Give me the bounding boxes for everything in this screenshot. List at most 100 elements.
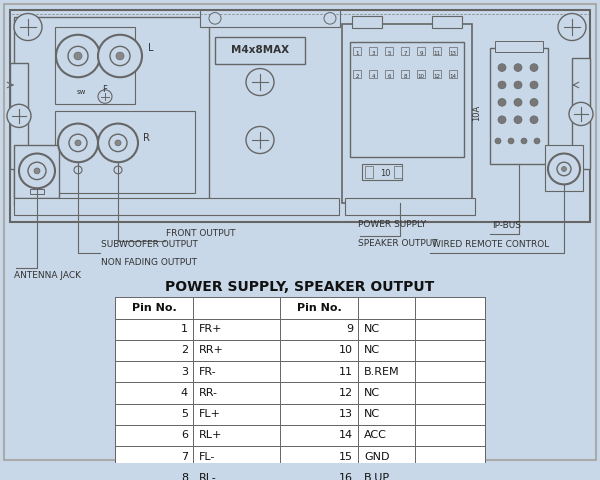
- Circle shape: [58, 123, 98, 162]
- Bar: [14, 198, 339, 216]
- Bar: [353, 71, 361, 78]
- Text: 15: 15: [339, 452, 353, 462]
- Text: 4: 4: [371, 74, 375, 79]
- Circle shape: [530, 64, 538, 72]
- Text: Pin No.: Pin No.: [296, 303, 341, 313]
- Text: 5: 5: [181, 409, 188, 419]
- Bar: [394, 166, 402, 178]
- Text: F: F: [103, 85, 107, 94]
- Circle shape: [495, 138, 501, 144]
- Circle shape: [74, 166, 82, 174]
- Text: FRONT OUTPUT: FRONT OUTPUT: [166, 228, 235, 238]
- Bar: [115, 446, 485, 468]
- Bar: [417, 48, 425, 55]
- Text: L: L: [148, 43, 154, 53]
- Bar: [353, 48, 361, 55]
- Bar: [490, 48, 548, 164]
- Bar: [10, 10, 590, 222]
- Text: RR+: RR+: [199, 346, 224, 356]
- Circle shape: [110, 47, 130, 66]
- Circle shape: [514, 64, 522, 72]
- Circle shape: [530, 81, 538, 89]
- Circle shape: [530, 98, 538, 106]
- Text: NON FADING OUTPUT: NON FADING OUTPUT: [101, 258, 197, 267]
- Bar: [385, 71, 393, 78]
- Circle shape: [514, 98, 522, 106]
- Circle shape: [75, 140, 81, 146]
- Bar: [115, 298, 485, 319]
- Bar: [115, 425, 485, 446]
- Text: 13: 13: [449, 50, 457, 56]
- Circle shape: [521, 138, 527, 144]
- Bar: [369, 71, 377, 78]
- Text: FR+: FR+: [199, 324, 223, 334]
- Bar: [449, 48, 457, 55]
- Circle shape: [109, 134, 127, 152]
- Bar: [432, 16, 462, 28]
- Bar: [362, 164, 402, 180]
- Circle shape: [7, 104, 31, 128]
- Text: POWER SUPPLY, SPEAKER OUTPUT: POWER SUPPLY, SPEAKER OUTPUT: [166, 280, 434, 294]
- Circle shape: [569, 102, 593, 125]
- Text: ANTENNA JACK: ANTENNA JACK: [14, 271, 81, 280]
- Text: 4: 4: [181, 388, 188, 398]
- Bar: [365, 166, 373, 178]
- Text: 12: 12: [339, 388, 353, 398]
- Circle shape: [558, 13, 586, 40]
- Text: NC: NC: [364, 324, 380, 334]
- Bar: [10, 63, 28, 169]
- Circle shape: [19, 154, 55, 188]
- Text: IP-BUS: IP-BUS: [492, 221, 521, 230]
- Circle shape: [98, 35, 142, 77]
- Bar: [369, 48, 377, 55]
- Text: 13: 13: [339, 409, 353, 419]
- Text: RL+: RL+: [199, 431, 223, 441]
- Text: RL-: RL-: [199, 473, 217, 480]
- Bar: [115, 383, 485, 404]
- Bar: [55, 27, 135, 104]
- Text: WIRED REMOTE CONTROL: WIRED REMOTE CONTROL: [432, 240, 549, 249]
- Bar: [115, 340, 485, 361]
- Bar: [572, 58, 590, 169]
- Circle shape: [557, 162, 571, 176]
- Text: 8: 8: [403, 74, 407, 79]
- Bar: [345, 198, 475, 216]
- Text: POWER SUPPLY: POWER SUPPLY: [358, 220, 426, 229]
- Circle shape: [324, 12, 336, 24]
- Text: 10A: 10A: [473, 105, 482, 121]
- Bar: [401, 48, 409, 55]
- Text: 10: 10: [418, 74, 425, 79]
- Text: 3: 3: [181, 367, 188, 377]
- Bar: [350, 41, 464, 157]
- Text: 9: 9: [419, 50, 423, 56]
- Bar: [200, 10, 340, 27]
- Bar: [545, 145, 583, 191]
- Bar: [433, 71, 441, 78]
- Circle shape: [498, 98, 506, 106]
- Text: 10: 10: [380, 169, 390, 178]
- Text: 7: 7: [403, 50, 407, 56]
- Text: 2: 2: [181, 346, 188, 356]
- Text: NC: NC: [364, 409, 380, 419]
- Circle shape: [498, 64, 506, 72]
- Text: R: R: [143, 133, 150, 143]
- Circle shape: [115, 140, 121, 146]
- Text: B.REM: B.REM: [364, 367, 400, 377]
- Text: 11: 11: [339, 367, 353, 377]
- Bar: [215, 36, 305, 64]
- Circle shape: [530, 116, 538, 123]
- Text: FL-: FL-: [199, 452, 215, 462]
- Bar: [352, 16, 382, 28]
- Text: 1: 1: [181, 324, 188, 334]
- Circle shape: [74, 52, 82, 60]
- Text: 10: 10: [339, 346, 353, 356]
- Text: 1: 1: [355, 50, 359, 56]
- Text: Pin No.: Pin No.: [131, 303, 176, 313]
- Text: RR-: RR-: [199, 388, 218, 398]
- Bar: [115, 404, 485, 425]
- Text: 6: 6: [387, 74, 391, 79]
- Circle shape: [68, 47, 88, 66]
- Text: 7: 7: [181, 452, 188, 462]
- Circle shape: [498, 116, 506, 123]
- Circle shape: [114, 166, 122, 174]
